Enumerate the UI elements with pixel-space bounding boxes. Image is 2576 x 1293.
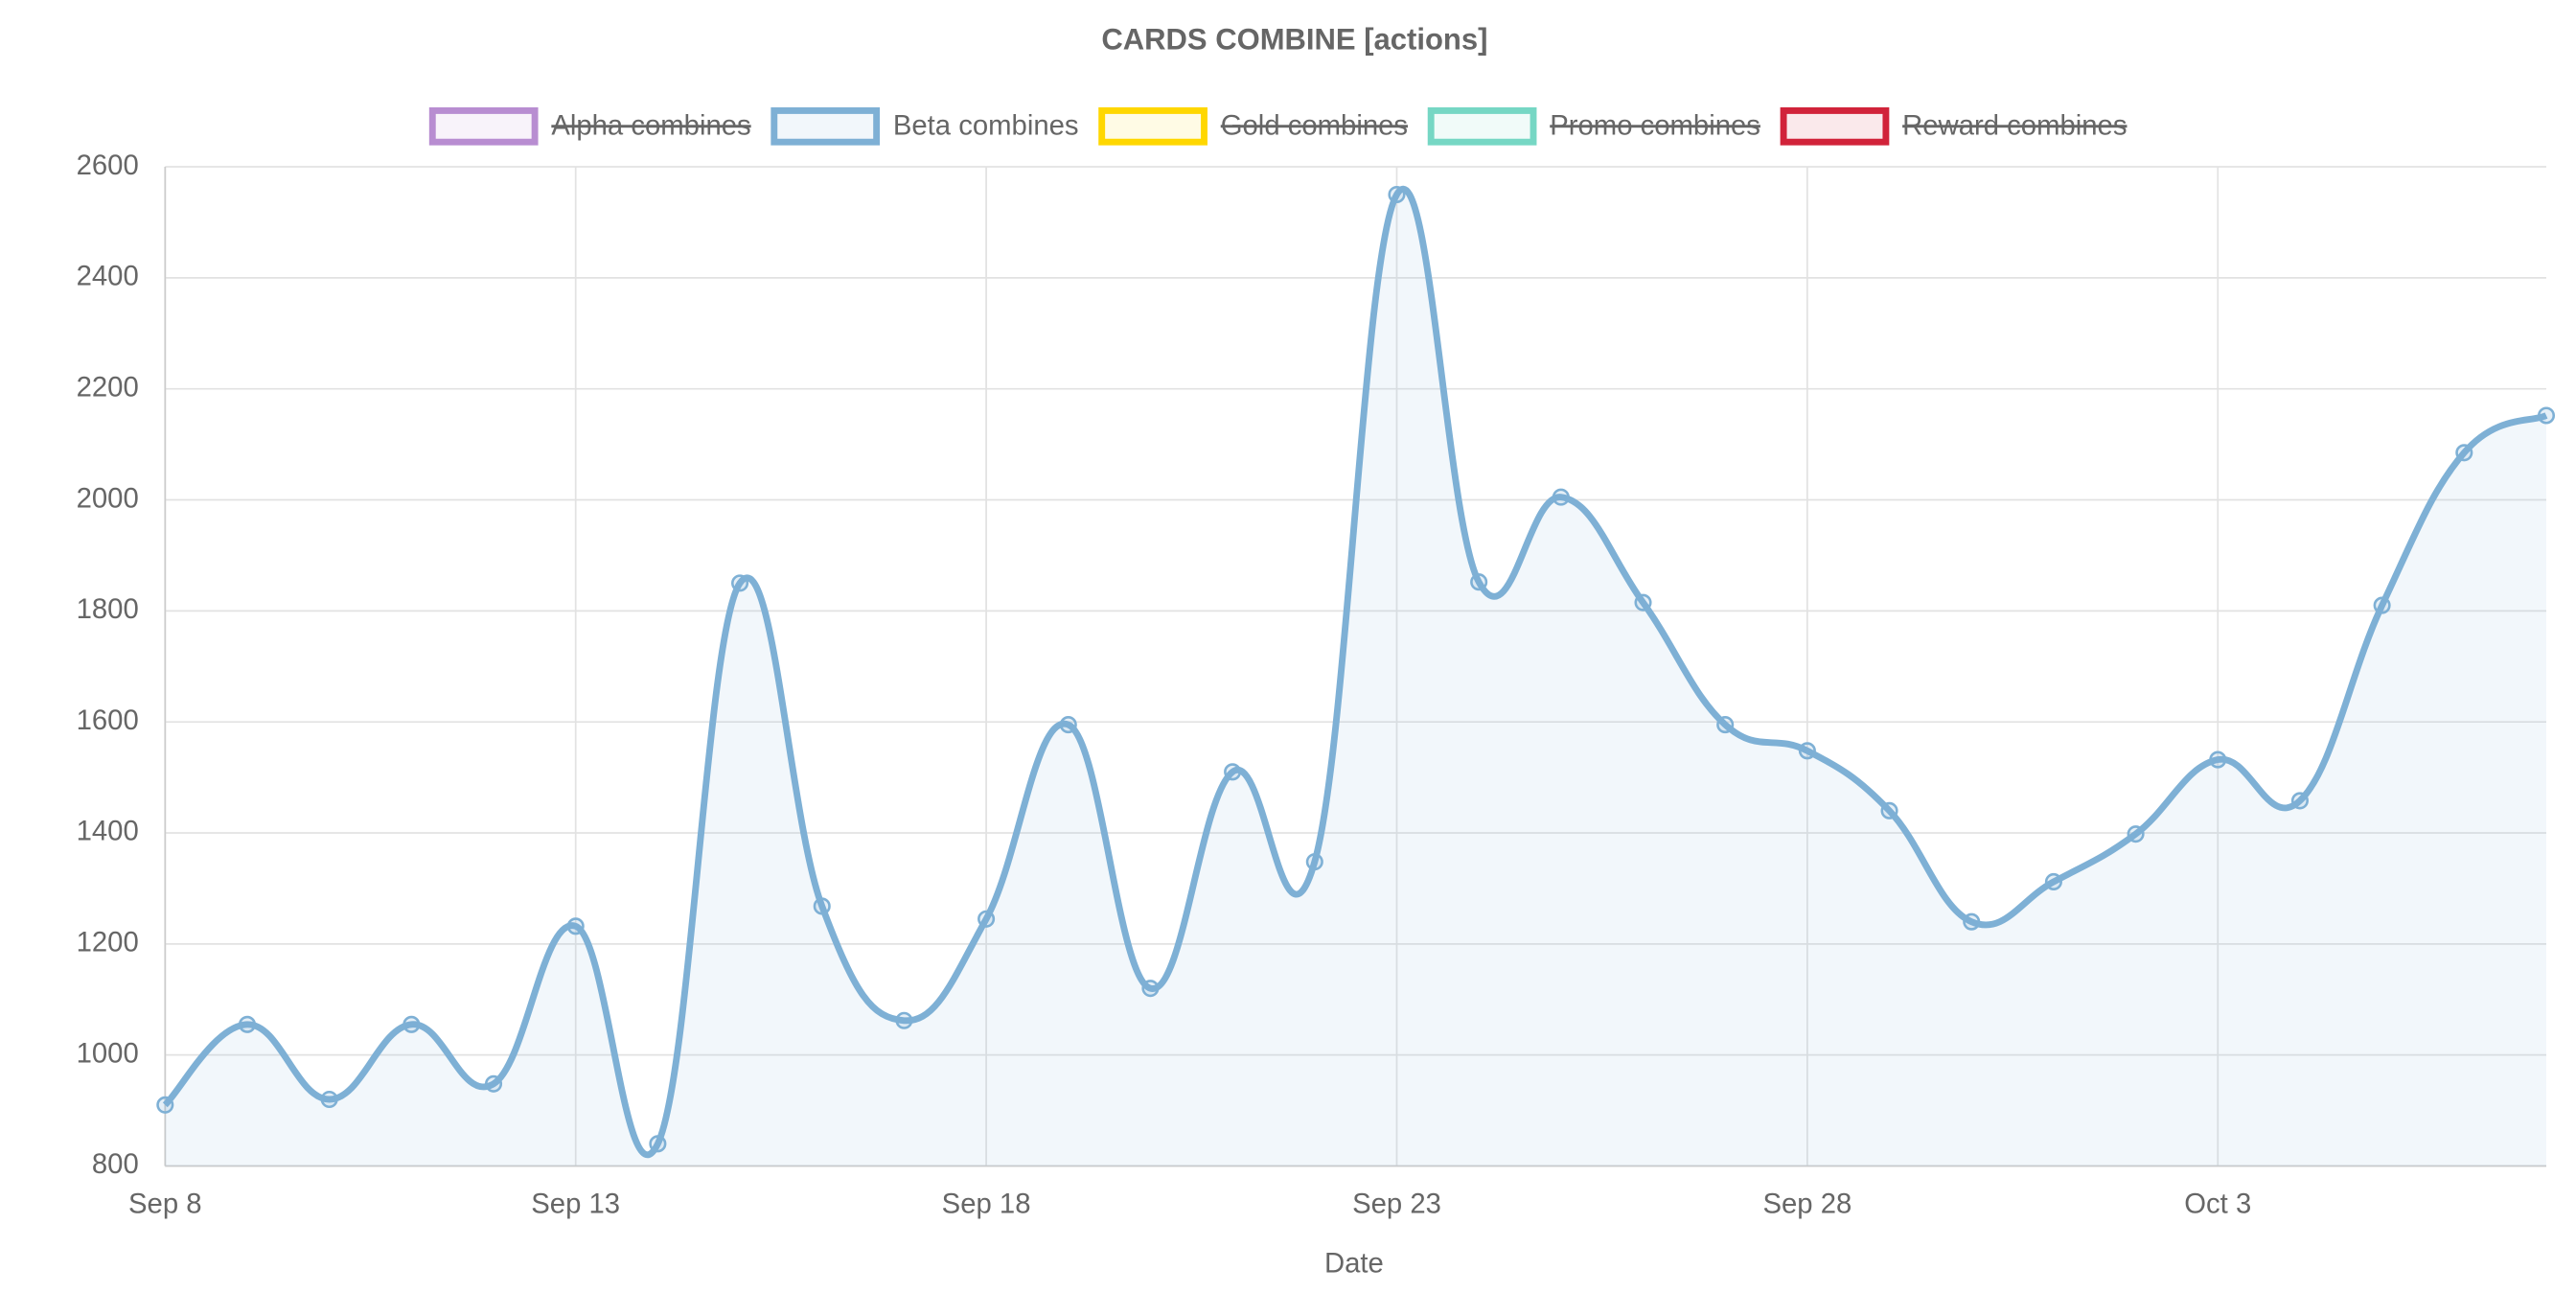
point	[1224, 763, 1242, 781]
x-tick-label: Sep 18	[942, 1189, 1031, 1220]
x-tick-label: Oct 3	[2184, 1189, 2251, 1220]
legend-label[interactable]: Gold combines	[1221, 109, 1408, 141]
y-tick-label: 2400	[77, 261, 139, 292]
chart-title: CARDS COMBINE [actions]	[1101, 22, 1487, 56]
point	[895, 1011, 913, 1029]
point	[402, 1015, 421, 1033]
point	[978, 910, 996, 928]
legend-swatch[interactable]	[1427, 107, 1537, 146]
point	[731, 574, 749, 592]
point	[813, 897, 831, 915]
x-tick-label: Sep 8	[128, 1189, 202, 1220]
y-tick-label: 1200	[77, 927, 139, 958]
point	[320, 1090, 338, 1109]
x-axis-label: Date	[1324, 1248, 1384, 1280]
y-tick-label: 1800	[77, 593, 139, 625]
legend-swatch[interactable]	[1098, 107, 1208, 146]
legend-label[interactable]: Promo combines	[1550, 109, 1760, 141]
point	[1552, 488, 1570, 506]
point	[1388, 185, 1406, 204]
point	[1141, 980, 1160, 998]
point	[2209, 750, 2227, 769]
point	[238, 1015, 257, 1033]
x-tick-label: Sep 23	[1352, 1189, 1441, 1220]
point	[2537, 406, 2556, 425]
legend-swatch[interactable]	[1780, 107, 1890, 146]
point	[2044, 872, 2062, 891]
line	[162, 186, 2548, 1159]
point	[156, 1096, 174, 1114]
point	[2290, 792, 2309, 810]
x-tick-label: Sep 28	[1762, 1189, 1852, 1220]
point	[2373, 596, 2391, 614]
legend-swatch[interactable]	[428, 107, 539, 146]
point	[1305, 853, 1323, 871]
y-tick-label: 2600	[77, 150, 139, 181]
point	[1880, 801, 1898, 820]
point	[2127, 825, 2145, 843]
point	[1470, 573, 1488, 591]
y-tick-label: 1400	[77, 816, 139, 847]
legend-label[interactable]: Beta combines	[893, 109, 1079, 141]
point	[1634, 593, 1652, 612]
point	[2455, 444, 2473, 462]
point	[649, 1135, 667, 1153]
point	[1059, 716, 1077, 734]
x-tick-label: Sep 13	[531, 1189, 620, 1220]
legend-label[interactable]: Alpha combines	[551, 109, 750, 141]
point	[1798, 742, 1816, 760]
point	[566, 917, 585, 935]
y-tick-label: 800	[92, 1148, 139, 1180]
y-tick-label: 1000	[77, 1037, 139, 1069]
y-tick-label: 2200	[77, 371, 139, 403]
point	[484, 1074, 503, 1093]
point	[1963, 912, 1981, 931]
legend-label[interactable]: Reward combines	[1902, 109, 2127, 141]
area	[165, 189, 2546, 1166]
y-tick-label: 1600	[77, 704, 139, 736]
point	[1716, 716, 1735, 734]
y-tick-label: 2000	[77, 482, 139, 514]
legend-swatch[interactable]	[770, 107, 881, 146]
